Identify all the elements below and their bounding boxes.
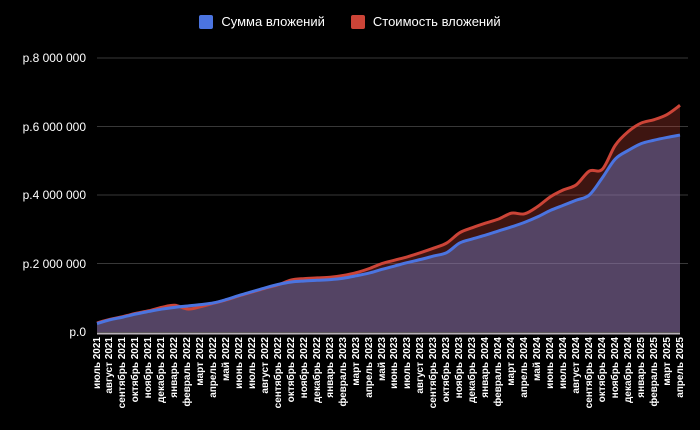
x-axis-label: июнь 2022 [234,337,245,389]
chart-legend: Сумма вложений Стоимость вложений [0,15,700,29]
x-axis-label: ноябрь 2024 [609,337,621,399]
x-axis-label: январь 2023 [324,337,336,398]
x-axis-label: февраль 2024 [493,337,505,407]
x-axis-label: апрель 2022 [208,337,220,398]
x-axis-label: октябрь 2021 [130,337,142,403]
x-axis-label: январь 2022 [169,337,181,398]
x-axis-label: апрель 2024 [519,337,531,398]
x-axis-label: ноябрь 2021 [143,337,155,399]
x-axis-label: май 2022 [221,337,233,381]
x-axis-label: март 2024 [506,337,518,386]
x-axis-label: август 2023 [415,337,427,394]
x-axis-label: март 2023 [350,337,362,386]
x-axis-label: февраль 2023 [337,337,349,407]
x-axis-label: август 2024 [570,337,582,394]
legend-label: Сумма вложений [221,14,325,29]
x-axis-label: март 2022 [195,337,207,386]
x-axis-label: сентябрь 2022 [272,337,284,409]
legend-swatch-icon [350,15,365,29]
series-area-value [97,105,680,332]
legend-item-value[interactable]: Стоимость вложений [350,14,501,29]
x-axis-label: апрель 2025 [674,337,686,398]
x-axis-label: январь 2024 [480,337,492,398]
legend-label: Стоимость вложений [372,14,501,29]
legend-swatch-icon [199,15,214,29]
x-axis-label: декабрь 2021 [156,337,168,403]
x-axis-label: сентябрь 2021 [117,337,129,409]
x-axis-label: июнь 2023 [389,337,401,389]
x-axis-label: февраль 2025 [648,337,660,407]
y-axis-label: р.8 000 000 [22,51,86,65]
y-axis-label: р.0 [69,325,86,339]
x-axis-label: июль 2022 [246,337,258,389]
x-axis-label: август 2022 [259,337,271,394]
x-axis-label: декабрь 2023 [467,337,479,403]
x-axis-label: июль 2021 [91,337,103,389]
x-axis-label: июнь 2024 [544,337,556,389]
x-axis-label: октябрь 2023 [441,337,453,403]
x-axis-label: июль 2023 [402,337,414,389]
x-axis-label: декабрь 2024 [622,337,634,403]
x-axis-label: август 2021 [104,337,116,394]
x-axis-label: апрель 2023 [363,337,375,398]
y-axis-label: р.4 000 000 [22,188,86,202]
x-axis-label: октябрь 2022 [285,337,297,403]
x-axis-label: май 2023 [376,337,388,381]
x-axis-label: декабрь 2022 [311,337,323,403]
x-axis-label: октябрь 2024 [596,337,608,403]
x-axis-label: февраль 2022 [182,337,194,407]
series-line-invested [96,133,681,326]
y-axis-label: р.2 000 000 [22,256,86,271]
x-axis-label: сентябрь 2024 [583,337,595,409]
x-axis-label: ноябрь 2022 [298,337,310,399]
x-axis-label: ноябрь 2023 [454,337,466,399]
x-axis-label: май 2024 [531,337,543,381]
x-axis-label: январь 2025 [635,337,647,398]
x-axis-label: июль 2024 [557,337,569,389]
series-line-value [96,104,681,325]
x-axis-label: сентябрь 2023 [428,337,440,409]
series-area-invested [97,135,680,332]
x-axis-label: март 2025 [661,337,673,386]
legend-item-invested[interactable]: Сумма вложений [199,15,325,29]
y-axis-label: р.6 000 000 [22,119,86,134]
